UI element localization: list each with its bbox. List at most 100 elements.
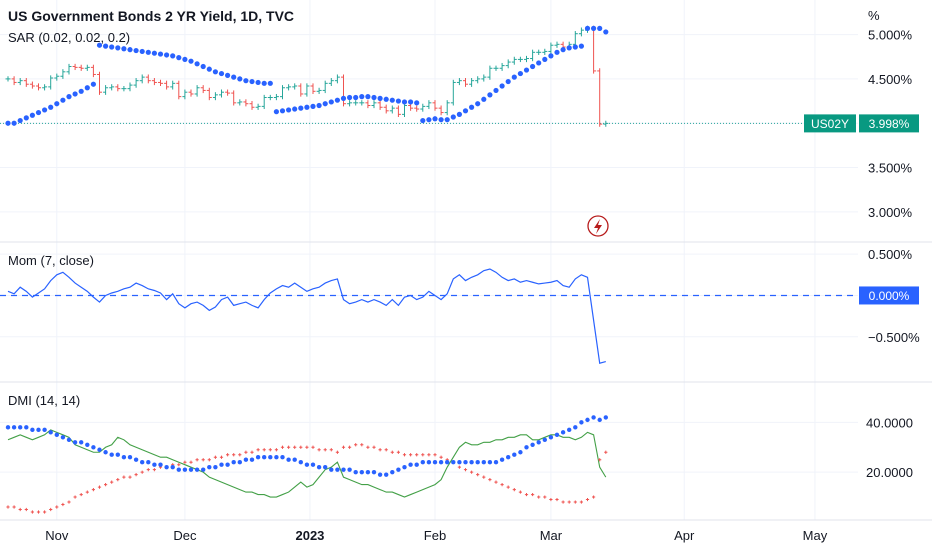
adx-dot — [231, 460, 236, 465]
dmi-indicator-label[interactable]: DMI (14, 14) — [8, 393, 81, 408]
sar-dot — [84, 85, 90, 91]
sar-dot — [298, 105, 304, 111]
adx-dot — [579, 420, 584, 425]
price-candle — [298, 83, 304, 97]
sar-dot — [493, 87, 499, 94]
dmi-minus-cross — [244, 450, 248, 454]
dmi-minus-cross — [421, 453, 425, 457]
adx-dot — [420, 460, 425, 465]
price-candle — [23, 78, 29, 87]
dmi-minus-cross — [140, 470, 144, 474]
dmi-minus-cross — [250, 450, 254, 454]
price-candle — [536, 49, 542, 55]
sar-dot — [408, 99, 414, 105]
sar-dot — [511, 74, 517, 80]
adx-dot — [121, 455, 127, 460]
price-candle — [402, 102, 407, 118]
dmi-minus-cross — [134, 473, 138, 477]
dmi-minus-cross — [274, 448, 278, 452]
dmi-minus-cross — [152, 468, 156, 472]
adx-dot — [542, 437, 547, 442]
price-candle — [292, 83, 298, 90]
dmi-minus-cross — [537, 495, 541, 499]
adx-dot — [54, 432, 59, 438]
price-candle — [371, 100, 377, 109]
dmi-minus-cross — [116, 478, 120, 482]
price-candle — [524, 55, 529, 63]
sar-dot — [548, 53, 554, 59]
price-candle — [29, 81, 35, 89]
adx-dot — [30, 427, 35, 433]
sar-dot — [389, 97, 395, 103]
dmi-minus-cross — [585, 497, 590, 502]
dmi-minus-cross — [36, 510, 41, 514]
adx-dot — [353, 469, 358, 475]
momentum-indicator-label[interactable]: Mom (7, close) — [8, 253, 94, 268]
sar-dot — [11, 120, 17, 126]
adx-dot — [359, 469, 364, 475]
adx-dot — [457, 460, 462, 465]
price-candle — [591, 25, 597, 74]
sar-indicator-label[interactable]: SAR (0.02, 0.02, 0.2) — [8, 30, 131, 45]
x-axis-label: Feb — [424, 528, 446, 543]
price-candle — [90, 64, 96, 78]
sar-dot — [377, 95, 383, 101]
sar-dot — [176, 55, 182, 61]
sar-dot — [456, 111, 462, 117]
sar-dot — [322, 101, 328, 107]
price-candle — [456, 78, 462, 86]
dmi-minus-cross — [85, 490, 89, 494]
adx-dot — [402, 464, 407, 470]
sar-dot — [462, 108, 469, 114]
dmi-minus-cross — [506, 485, 510, 489]
x-axis-label: May — [803, 528, 828, 543]
sar-dot — [371, 94, 377, 101]
price-candle — [84, 64, 90, 71]
dmi-minus-cross — [524, 492, 529, 497]
price-candle — [145, 74, 151, 84]
sar-dot — [603, 29, 609, 35]
sar-dot — [286, 107, 292, 113]
dmi-minus-cross — [366, 445, 370, 449]
dmi-minus-cross — [79, 492, 83, 497]
price-candle — [517, 56, 523, 63]
price-candle — [487, 65, 493, 80]
price-candle — [48, 75, 54, 90]
adx-dot — [18, 425, 23, 430]
price-candle — [572, 31, 578, 47]
sar-dot — [243, 78, 249, 84]
sar-dot — [572, 44, 578, 50]
price-candle — [182, 89, 188, 100]
adx-dot — [323, 464, 328, 470]
adx-dot — [451, 460, 456, 465]
price-candle — [548, 42, 554, 55]
adx-dot — [286, 457, 291, 462]
adx-dot — [475, 460, 480, 465]
price-candle — [481, 74, 487, 82]
price-candle — [286, 84, 292, 91]
sar-dot — [432, 116, 438, 122]
price-candle — [316, 87, 322, 94]
price-candle — [255, 103, 261, 110]
sar-dot — [170, 53, 176, 59]
sar-dot — [200, 63, 206, 70]
sar-dot — [42, 107, 48, 113]
adx-dot — [377, 472, 383, 477]
sar-dot — [597, 25, 603, 31]
dmi-minus-cross — [463, 468, 468, 472]
sar-dot — [194, 61, 200, 67]
dmi-minus-cross — [323, 448, 327, 452]
adx-dot — [573, 425, 578, 430]
price-candle — [109, 84, 115, 91]
sar-dot — [383, 96, 389, 102]
sar-dot — [554, 49, 560, 55]
sar-dot — [340, 95, 347, 101]
dmi-minus-cross — [457, 465, 461, 469]
price-candle — [188, 89, 194, 97]
adx-dot — [310, 462, 316, 467]
sar-dot — [426, 117, 432, 123]
sar-dot — [292, 106, 298, 112]
dmi-minus-cross — [104, 483, 108, 487]
dmi-minus-cross — [500, 483, 504, 487]
momentum-line — [7, 268, 606, 365]
